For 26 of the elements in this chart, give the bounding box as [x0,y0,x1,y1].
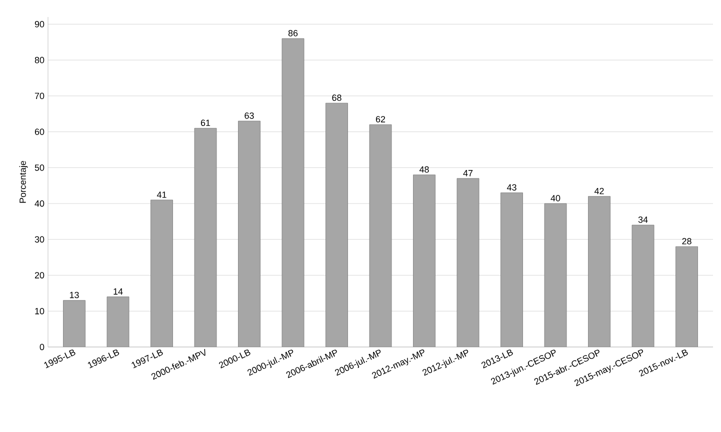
y-tick-label: 40 [34,200,44,207]
data-label: 48 [419,166,429,173]
data-label: 28 [682,238,692,244]
data-label: 61 [200,120,210,126]
y-tick-label: 80 [34,56,44,64]
data-label: 42 [594,188,604,194]
y-tick-label: 50 [34,164,44,171]
y-tick-label: 10 [35,308,44,314]
y-axis-title: Porcentaje [19,160,28,203]
data-label: 14 [114,288,123,295]
y-tick-label: 90 [34,21,44,28]
y-tick-label: 20 [34,272,44,278]
data-label: 63 [244,112,254,119]
y-tick-label: 70 [34,92,44,100]
data-label: 68 [332,94,342,101]
data-label: 13 [70,292,79,298]
y-tick-label: 0 [40,344,44,350]
data-label: 62 [376,116,386,122]
data-label: 34 [638,216,648,223]
data-label: 47 [463,170,473,176]
data-label: 86 [288,30,298,36]
data-label: 41 [156,192,166,198]
y-tick-label: 60 [34,128,44,135]
data-label: 43 [506,184,516,191]
y-tick-label: 30 [34,236,44,243]
data-label: 40 [550,194,560,202]
